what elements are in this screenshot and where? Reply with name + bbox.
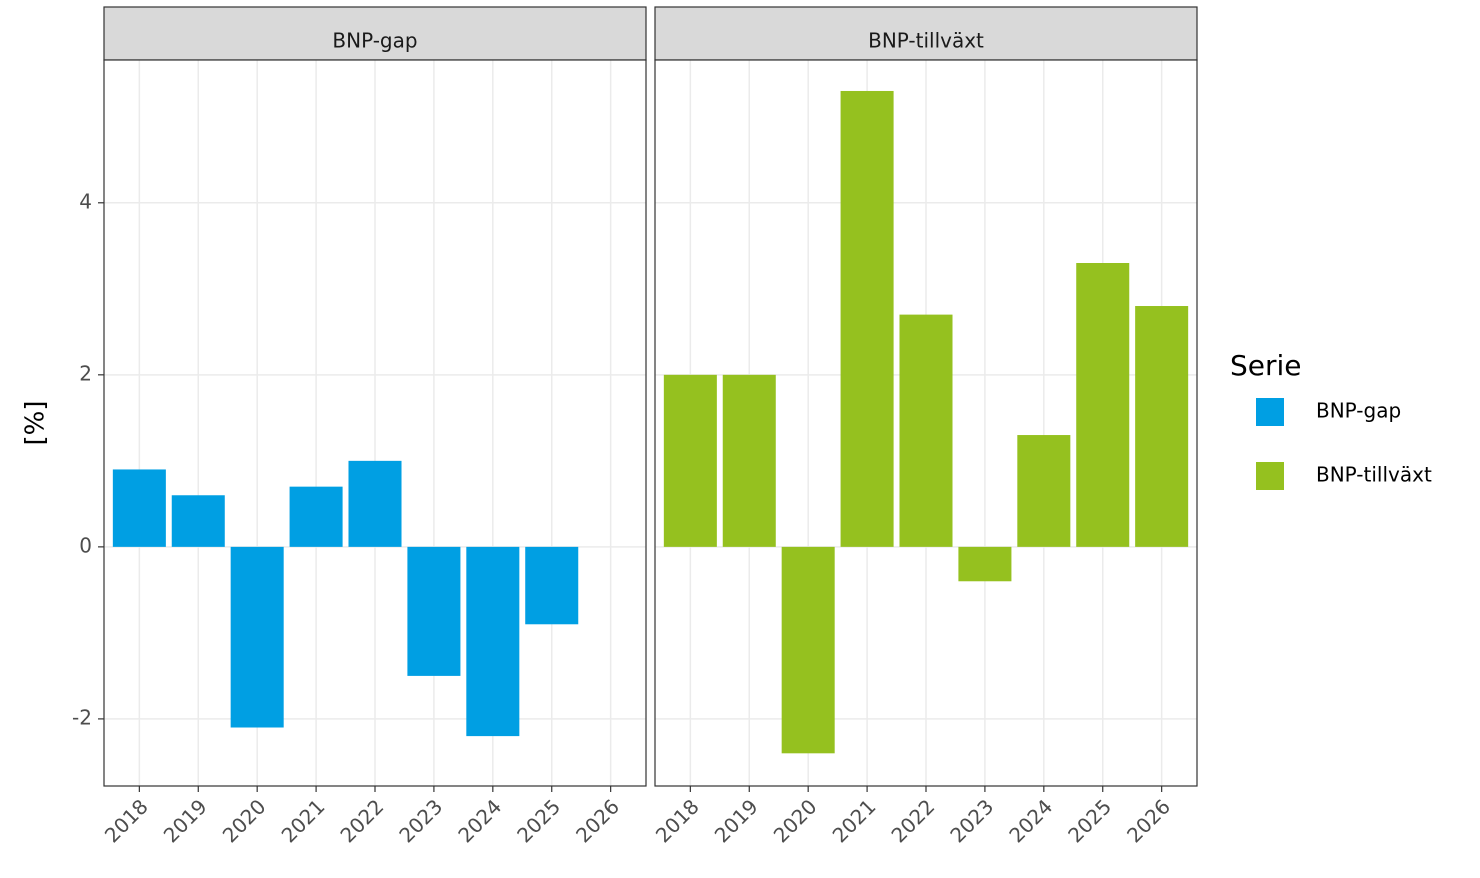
bar [663, 374, 717, 547]
bar [722, 374, 776, 547]
x-tick-label: 2019 [159, 794, 212, 847]
y-tick-label: 0 [79, 533, 92, 557]
legend-key [1256, 398, 1284, 426]
y-tick-label: 2 [79, 361, 92, 385]
x-tick-label: 2026 [571, 794, 624, 847]
legend-title: Serie [1230, 349, 1302, 382]
bar [899, 314, 953, 547]
x-tick-label: 2026 [1122, 794, 1175, 847]
bar [112, 469, 166, 547]
bar [348, 460, 402, 547]
legend-key [1256, 462, 1284, 490]
bar [171, 495, 225, 547]
bar [466, 546, 520, 737]
bar [840, 90, 894, 547]
bar [781, 546, 835, 754]
x-tick-label: 2022 [886, 794, 939, 847]
x-tick-label: 2018 [651, 794, 704, 847]
bar [289, 486, 343, 547]
bar [958, 546, 1012, 582]
legend-label: BNP-tillväxt [1316, 463, 1432, 487]
x-tick-label: 2020 [769, 794, 822, 847]
bar [230, 546, 284, 728]
bar [1135, 306, 1189, 547]
panel-border [103, 59, 647, 787]
y-axis-label: [%] [21, 401, 51, 446]
bar [407, 546, 461, 676]
strip-label: BNP-tillväxt [868, 29, 984, 53]
x-tick-label: 2023 [945, 794, 998, 847]
x-tick-label: 2021 [828, 794, 881, 847]
panel-border [654, 59, 1198, 787]
x-tick-label: 2023 [394, 794, 447, 847]
bar [525, 546, 579, 625]
x-tick-label: 2019 [710, 794, 763, 847]
x-tick-label: 2022 [335, 794, 388, 847]
legend-label: BNP-gap [1316, 399, 1401, 423]
y-tick-label: -2 [72, 705, 92, 729]
bar [1017, 435, 1071, 547]
x-tick-label: 2018 [100, 794, 153, 847]
x-tick-label: 2024 [1004, 794, 1057, 847]
strip [103, 6, 647, 61]
x-tick-label: 2025 [512, 794, 565, 847]
x-tick-label: 2020 [218, 794, 271, 847]
x-tick-label: 2025 [1063, 794, 1116, 847]
x-tick-label: 2024 [453, 794, 506, 847]
x-tick-label: 2021 [277, 794, 330, 847]
bar [1076, 263, 1130, 547]
y-tick-label: 4 [79, 189, 92, 213]
strip-label: BNP-gap [332, 29, 417, 53]
